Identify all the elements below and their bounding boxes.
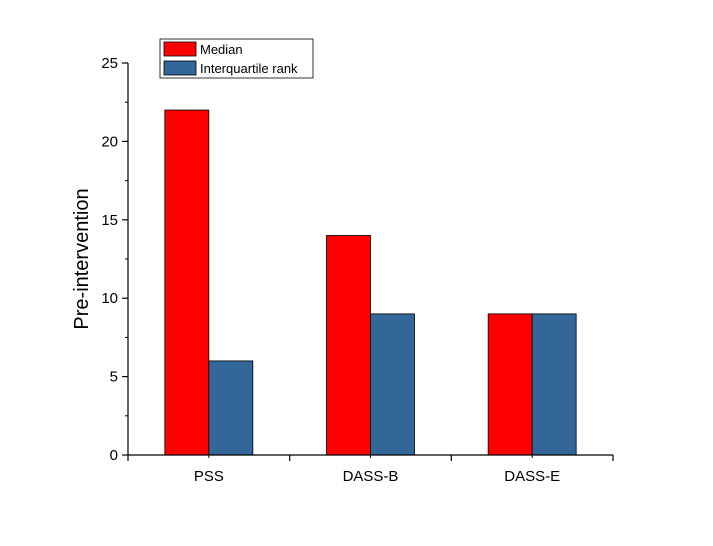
y-tick-label: 20 [101,133,118,150]
bar-median-dass-e [487,313,533,456]
y-tick-label: 25 [101,55,118,72]
legend-swatch-median [163,41,197,57]
bar-interquartile-rank-dass-e [531,313,577,456]
y-tick-label: 5 [110,369,118,386]
bar-interquartile-rank-pss [208,360,254,456]
x-tick-label: DASS-E [504,468,560,485]
y-tick-label: 10 [101,290,118,307]
legend-label-median: Median [200,42,243,57]
bar-median-pss [164,109,210,456]
bar-median-dass-b [326,235,371,456]
bars-group [164,109,577,456]
legend-swatch-interquartile [163,60,197,76]
y-axis-title: Pre-intervention [71,188,93,329]
y-ticks-group: 0 5 10 15 20 25 [101,55,128,464]
y-tick-label: 0 [110,447,118,464]
x-tick-label: DASS-B [343,468,399,485]
y-tick-label: 15 [101,212,118,229]
legend-label-interquartile: Interquartile rank [200,61,298,76]
bar-interquartile-rank-dass-b [370,313,415,456]
legend: Median Interquartile rank [159,38,314,79]
x-ticks-group: PSS DASS-B DASS-E [127,455,614,485]
x-tick-label: PSS [194,468,224,485]
